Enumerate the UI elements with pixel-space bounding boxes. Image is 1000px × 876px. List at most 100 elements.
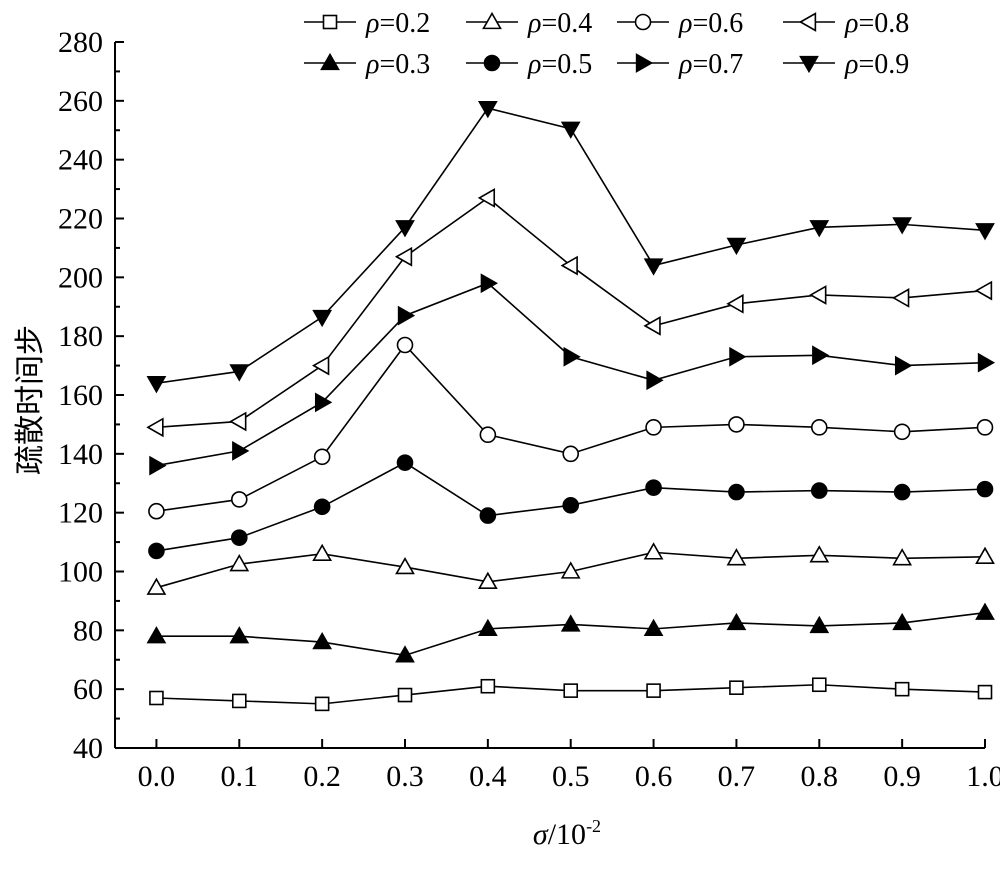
series-4-point	[230, 491, 248, 508]
series-line-5	[156, 282, 986, 467]
series-6-point	[146, 417, 164, 438]
series-3-point	[396, 454, 414, 471]
series-5-point	[729, 346, 747, 367]
y-tick-label: 40	[73, 732, 103, 765]
x-tick-label: 0.4	[469, 760, 507, 793]
series-6-point	[229, 411, 247, 432]
legend-label-symbol: ρ	[365, 49, 379, 80]
series-1-point	[146, 626, 167, 644]
legend-marker	[634, 13, 652, 31]
y-tick-label: 100	[58, 556, 103, 589]
series-4-point	[810, 419, 828, 436]
series-0-point	[480, 678, 496, 694]
y-tick-label: 60	[73, 673, 103, 706]
x-tick-label: 0.7	[718, 760, 756, 793]
x-axis-title: σ/10-2	[533, 816, 601, 851]
legend-marker	[483, 54, 501, 72]
x-tick-label: 0.1	[221, 760, 259, 793]
series-6-point	[312, 355, 330, 376]
series-6-point	[394, 246, 413, 267]
series-7-point	[560, 121, 581, 139]
series-2-point	[229, 554, 250, 572]
series-4-point	[396, 336, 414, 354]
legend-label-symbol: ρ	[678, 8, 692, 39]
series-7-point	[643, 258, 664, 276]
series-2-point	[809, 545, 830, 563]
series-2-point	[892, 548, 913, 566]
series-0-point	[729, 680, 744, 695]
series-0-point	[231, 693, 247, 709]
series-5-point	[480, 273, 498, 294]
series-2-point	[477, 571, 498, 589]
legend-marker	[320, 52, 340, 71]
series-4-point	[562, 445, 580, 463]
legend-marker	[635, 53, 654, 73]
legend-label-value: =0.6	[692, 8, 743, 39]
series-5-point	[314, 392, 333, 413]
series-7-point	[395, 220, 415, 238]
series-4-point	[645, 419, 662, 436]
legend-label: ρ=0.8	[844, 8, 909, 39]
series-2-point	[975, 546, 995, 564]
series-1-point	[395, 645, 415, 663]
y-tick-label: 80	[73, 614, 103, 647]
series-1-point	[477, 618, 498, 637]
legend-label: ρ=0.7	[678, 49, 743, 80]
series-7-point	[975, 223, 995, 241]
series-4-point	[148, 502, 165, 520]
series-3-point	[148, 542, 165, 560]
series-1-point	[229, 626, 250, 644]
series-4-point	[976, 419, 994, 436]
series-0-point	[894, 681, 910, 697]
legend-marker	[322, 14, 338, 30]
series-0-point	[397, 687, 413, 703]
legend-label-value: =0.3	[379, 49, 430, 80]
series-5-point	[894, 355, 913, 376]
x-axis-title-rest: /10	[548, 818, 586, 851]
legend-label-value: =0.9	[858, 49, 909, 80]
series-3-point	[479, 507, 497, 524]
series-1-point	[975, 602, 995, 620]
series-line-7	[156, 107, 986, 385]
series-4-point	[479, 426, 497, 444]
legend-label-symbol: ρ	[527, 49, 541, 80]
series-7-point	[229, 364, 250, 382]
series-5-point	[149, 455, 167, 476]
legend-label: ρ=0.9	[844, 49, 909, 80]
series-0-point	[977, 684, 993, 700]
series-3-point	[893, 483, 911, 501]
series-1-point	[809, 615, 830, 634]
series-5-point	[563, 346, 581, 367]
y-tick-label: 260	[58, 85, 103, 118]
series-3-point	[728, 483, 745, 501]
x-axis-title-symbol: σ	[533, 818, 549, 851]
legend: ρ=0.2 ρ=0.4 ρ=0.6 ρ=0.8ρ=0.3 ρ=0.5 ρ=0.7 ρ=0.9	[304, 8, 909, 80]
x-tick-label: 0.3	[386, 760, 424, 793]
series-line-4	[156, 343, 986, 512]
series-1-point	[643, 618, 664, 637]
series-2-point	[643, 542, 664, 560]
series-3-point	[230, 529, 248, 546]
series-3-point	[562, 497, 580, 514]
y-tick-label: 280	[58, 26, 103, 59]
legend-label-value: =0.2	[379, 8, 430, 39]
ticks: 0.0 0.1 0.2 0.3 0.4 0.5 0.6 0.7 0.8 0.9 1.0 40 60 80 1…	[58, 26, 1000, 793]
x-tick-label: 0.8	[801, 760, 839, 793]
legend-label: ρ=0.6	[678, 8, 743, 39]
x-tick-label: 0.9	[883, 760, 921, 793]
series-3-point	[645, 479, 662, 496]
x-tick-label: 0.5	[552, 760, 590, 793]
series-0-point	[314, 696, 330, 712]
series-7-point	[892, 217, 913, 235]
series-5-point	[232, 441, 250, 461]
series-5-point	[397, 305, 416, 326]
legend-marker	[482, 11, 502, 30]
x-tick-label: 0.0	[138, 760, 176, 793]
series-6-point	[477, 188, 496, 208]
series-3-point	[313, 498, 331, 516]
series-2-point	[560, 561, 581, 579]
series-5-point	[977, 352, 996, 373]
legend-label: ρ=0.5	[527, 49, 592, 80]
y-tick-label: 220	[58, 203, 103, 236]
